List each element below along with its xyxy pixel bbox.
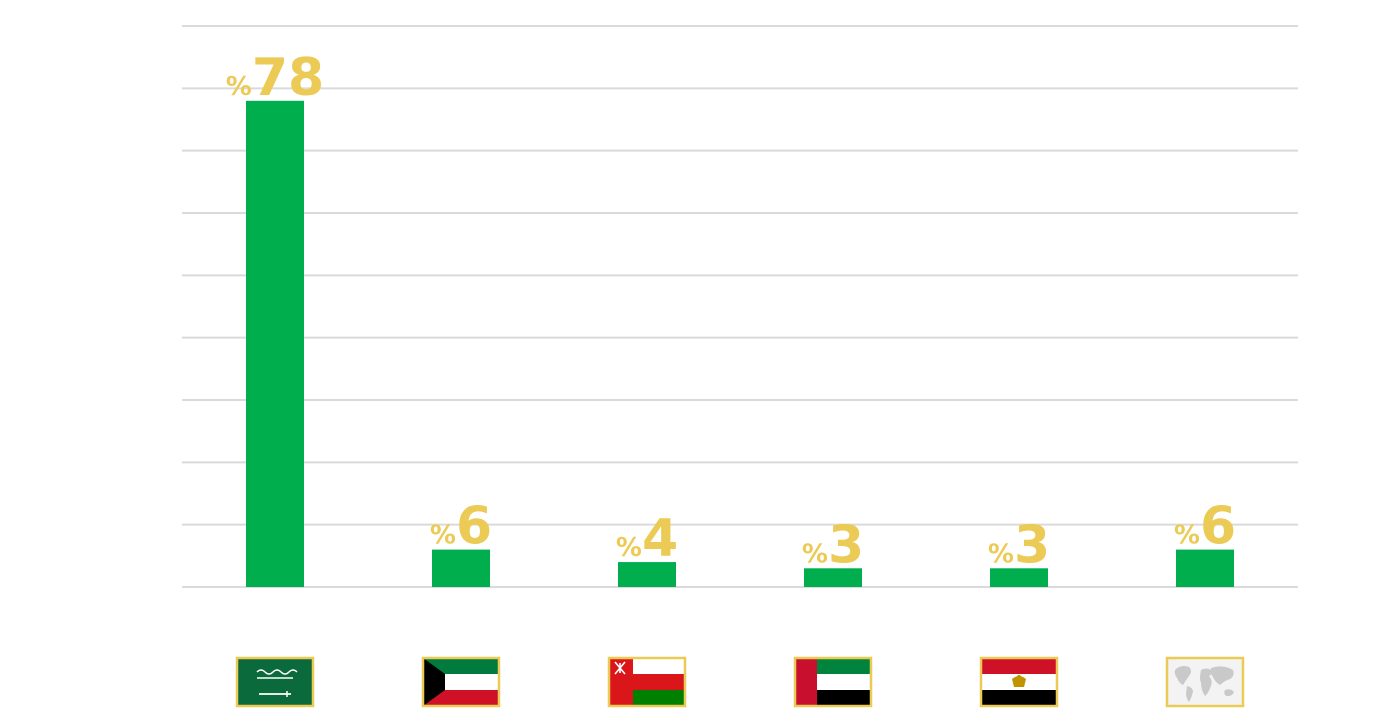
world-map-icon bbox=[1165, 656, 1245, 708]
value-label: %6 bbox=[430, 497, 492, 557]
uae-flag-icon bbox=[793, 656, 873, 708]
value-labels: %78%6 %4 %3 %3 %6 bbox=[226, 48, 1236, 575]
value-number: 3 bbox=[1014, 515, 1050, 575]
bar-uae bbox=[804, 568, 862, 587]
value-label: %78 bbox=[226, 48, 324, 108]
percent-sign: % bbox=[226, 72, 252, 102]
grid-lines bbox=[182, 25, 1298, 588]
percent-sign: % bbox=[802, 539, 828, 569]
value-number: 6 bbox=[456, 497, 492, 557]
bar-egypt bbox=[990, 568, 1048, 587]
kuwait-flag-icon bbox=[421, 656, 501, 708]
value-label: %3 bbox=[988, 515, 1050, 575]
egypt-flag-icon bbox=[979, 656, 1059, 708]
value-number: 4 bbox=[642, 509, 678, 569]
value-number: 3 bbox=[828, 515, 864, 575]
value-label: %6 bbox=[1174, 497, 1236, 557]
value-number: 6 bbox=[1200, 497, 1236, 557]
percent-sign: % bbox=[988, 539, 1014, 569]
saudi-arabia-flag-icon bbox=[235, 656, 315, 708]
percent-sign: % bbox=[430, 521, 456, 551]
category-flags bbox=[235, 656, 1245, 708]
percent-sign: % bbox=[1174, 521, 1200, 551]
oman-flag-icon bbox=[607, 656, 687, 708]
bar-saudi-arabia bbox=[246, 100, 304, 588]
bar-oman bbox=[618, 562, 676, 587]
value-label: %4 bbox=[616, 509, 678, 569]
value-label: %3 bbox=[802, 515, 864, 575]
bars bbox=[246, 100, 1234, 588]
bar-kuwait bbox=[432, 549, 490, 587]
bar-world bbox=[1176, 549, 1234, 587]
percent-sign: % bbox=[616, 533, 642, 563]
value-number: 78 bbox=[252, 48, 324, 108]
